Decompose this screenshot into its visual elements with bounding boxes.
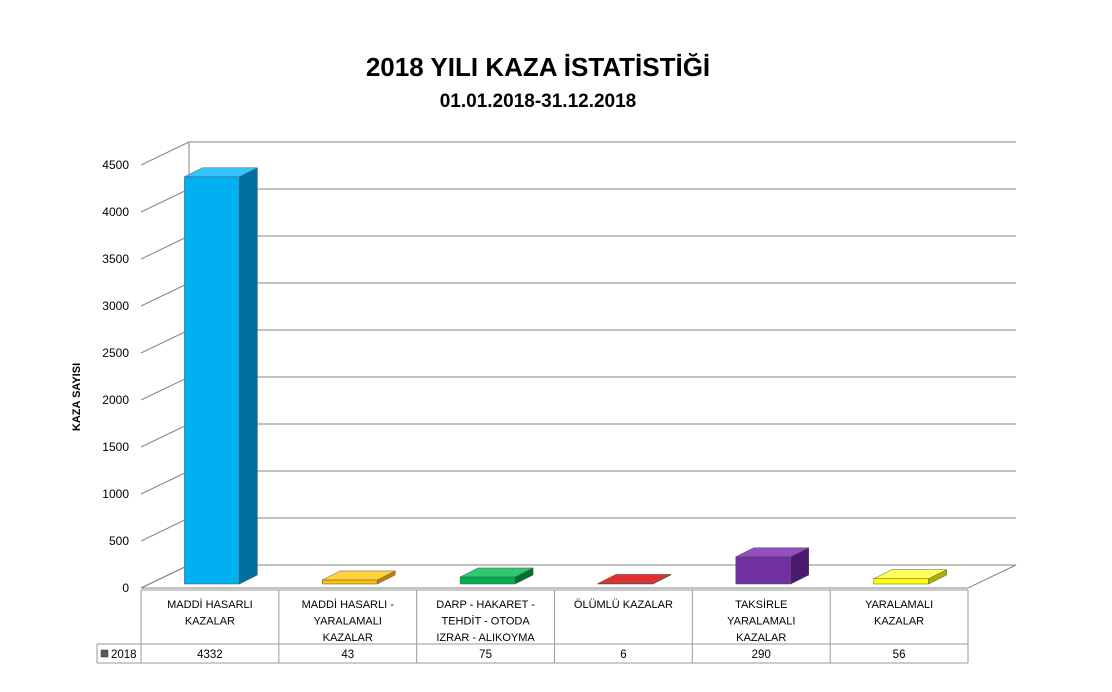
bar-top: [322, 570, 396, 581]
gridline-side: [140, 282, 190, 307]
y-tick-label: 500: [109, 534, 129, 548]
y-tick-label: 3500: [102, 252, 129, 266]
gridline-side: [140, 235, 190, 260]
gridline-side: [140, 423, 190, 448]
chart-title: 2018 YILI KAZA İSTATİSTİĞİ: [366, 52, 710, 82]
bar-front: [322, 579, 378, 585]
category-label: TAKSİRLE: [735, 598, 787, 611]
data-label: 75: [479, 649, 492, 661]
category-label: YARALAMALI: [865, 599, 933, 611]
data-label: 290: [752, 649, 771, 661]
bar: [873, 569, 947, 585]
y-tick-label: 4500: [102, 158, 129, 172]
chart-subtitle: 01.01.2018-31.12.2018: [440, 91, 637, 112]
data-label: 56: [893, 649, 906, 661]
chart-walls: [140, 142, 1017, 589]
bar: [322, 570, 396, 585]
gridline-side: [140, 470, 190, 495]
bar-front: [735, 556, 791, 585]
category-label: YARALAMALI: [314, 616, 382, 628]
gridline-side: [140, 517, 190, 542]
y-tick-label: 2000: [102, 393, 129, 407]
y-tick-label: 4000: [102, 205, 129, 219]
y-tick-label: 0: [122, 581, 129, 595]
y-tick-label: 3000: [102, 299, 129, 313]
legend-series-name: 2018: [111, 649, 137, 661]
gridline-side: [140, 564, 190, 589]
category-label: KAZALAR: [874, 616, 924, 628]
legend-key: [100, 649, 109, 658]
category-label: MADDİ HASARLI: [167, 598, 253, 611]
data-label: 43: [341, 649, 354, 661]
data-table: 2018 MADDİ HASARLI KAZALAR 4332 MADDİ HASARL…: [96, 589, 969, 664]
y-tick-label: 1500: [102, 440, 129, 454]
data-label: 6: [620, 649, 626, 661]
bar: [459, 567, 534, 585]
category-label: MADDİ HASARLI -: [302, 598, 395, 611]
category-label: ÖLÜMLÜ KAZALAR: [574, 599, 673, 611]
y-tick-labels: 0 500 1000 1500 2000 2500 3000 3500 4000 4500: [102, 158, 129, 595]
gridline-side: [140, 141, 190, 166]
bar-side: [239, 167, 258, 585]
category-label: IZRAR - ALIKOYMA: [436, 632, 535, 644]
bar-top: [735, 547, 809, 557]
category-label: YARALAMALI: [727, 616, 795, 628]
bar: [184, 167, 258, 585]
bar-top: [184, 167, 258, 178]
gridline-side: [140, 188, 190, 213]
y-axis-label: KAZA SAYISI: [71, 363, 83, 431]
bars: [184, 167, 947, 585]
bar-front: [184, 176, 240, 585]
bar-front: [873, 578, 929, 585]
y-tick-label: 2500: [102, 346, 129, 360]
y-tick-label: 1000: [102, 487, 129, 501]
category-label: TEHDİT - OTODA: [441, 615, 530, 628]
category-label: DARP - HAKARET -: [436, 599, 535, 611]
gridlines: [140, 141, 1016, 589]
category-label: KAZALAR: [323, 632, 373, 644]
bar-top: [597, 574, 672, 584]
bar: [735, 547, 809, 585]
bar-top: [873, 569, 947, 579]
bar: [597, 574, 672, 585]
category-label: KAZALAR: [185, 616, 235, 628]
bar-front: [459, 576, 516, 585]
category-label: KAZALAR: [736, 632, 786, 644]
data-label: 4332: [197, 649, 223, 661]
bar-top: [459, 567, 534, 578]
gridline-side: [140, 329, 190, 354]
gridline-side: [140, 376, 190, 401]
